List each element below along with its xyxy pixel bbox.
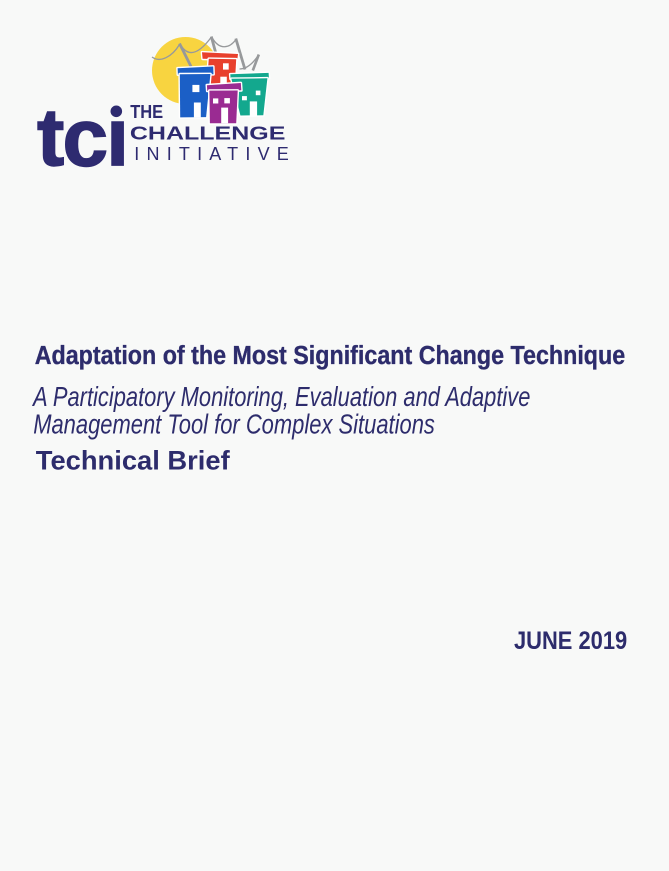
svg-text:THE: THE: [130, 102, 163, 122]
svg-text:Management Tool for Complex Si: Management Tool for Complex Situations: [33, 409, 435, 440]
svg-text:JUNE 2019: JUNE 2019: [514, 627, 627, 655]
svg-text:CHALLENGE: CHALLENGE: [130, 124, 286, 144]
svg-text:A Participatory Monitoring, Ev: A Participatory Monitoring, Evaluation a…: [31, 381, 530, 412]
svg-text:Adaptation of the Most Signifi: Adaptation of the Most Significant Chang…: [35, 340, 626, 370]
svg-text:Technical Brief: Technical Brief: [36, 445, 231, 476]
svg-text:INITIATIVE: INITIATIVE: [134, 144, 288, 164]
